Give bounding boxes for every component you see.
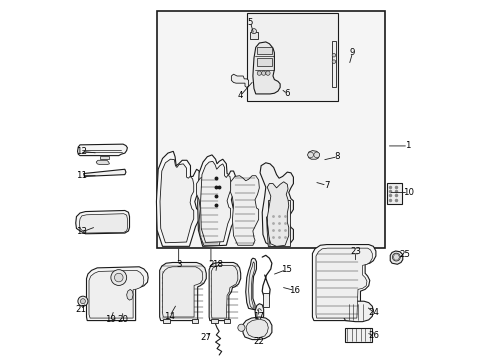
Polygon shape xyxy=(87,267,148,320)
Text: 5: 5 xyxy=(247,18,253,27)
Bar xyxy=(332,41,337,87)
Text: 15: 15 xyxy=(281,265,292,274)
Text: 11: 11 xyxy=(76,171,87,180)
Text: 12: 12 xyxy=(76,147,87,156)
Polygon shape xyxy=(126,289,133,300)
Circle shape xyxy=(238,324,245,331)
Text: 9: 9 xyxy=(350,48,355,57)
Polygon shape xyxy=(197,155,235,246)
Text: 23: 23 xyxy=(350,247,361,256)
Circle shape xyxy=(392,253,400,261)
Polygon shape xyxy=(84,169,126,176)
Bar xyxy=(192,319,198,323)
Text: 8: 8 xyxy=(335,152,340,161)
Text: 2: 2 xyxy=(208,260,214,269)
Bar xyxy=(100,156,109,159)
Polygon shape xyxy=(163,267,203,317)
Text: 20: 20 xyxy=(118,315,128,324)
Circle shape xyxy=(80,299,85,304)
Text: 3: 3 xyxy=(176,260,181,269)
Polygon shape xyxy=(230,176,259,245)
Bar xyxy=(257,47,271,54)
Polygon shape xyxy=(196,176,223,245)
Polygon shape xyxy=(200,161,231,242)
Polygon shape xyxy=(313,244,376,320)
Text: 24: 24 xyxy=(368,308,380,317)
Polygon shape xyxy=(243,317,272,339)
Circle shape xyxy=(251,29,256,34)
Polygon shape xyxy=(267,182,289,246)
Polygon shape xyxy=(160,262,206,320)
Circle shape xyxy=(308,152,314,158)
Polygon shape xyxy=(246,319,269,338)
Bar xyxy=(263,293,270,307)
Polygon shape xyxy=(255,304,264,320)
Circle shape xyxy=(332,53,336,57)
Bar xyxy=(344,328,371,342)
Text: 17: 17 xyxy=(253,312,264,321)
Bar xyxy=(224,319,230,323)
Text: 21: 21 xyxy=(75,305,86,314)
Text: 13: 13 xyxy=(76,228,87,237)
Text: 22: 22 xyxy=(254,337,265,346)
Polygon shape xyxy=(96,160,109,165)
Circle shape xyxy=(111,270,126,285)
Polygon shape xyxy=(231,74,248,87)
Bar xyxy=(247,13,338,101)
Circle shape xyxy=(314,152,319,158)
Polygon shape xyxy=(89,270,144,318)
Polygon shape xyxy=(160,159,194,243)
Circle shape xyxy=(78,296,88,306)
Polygon shape xyxy=(248,262,254,309)
Polygon shape xyxy=(253,42,280,94)
Text: 19: 19 xyxy=(105,315,116,324)
Circle shape xyxy=(262,71,266,75)
Polygon shape xyxy=(79,214,127,233)
Text: 18: 18 xyxy=(212,260,222,269)
Text: 10: 10 xyxy=(403,188,414,197)
Polygon shape xyxy=(390,251,403,264)
Polygon shape xyxy=(209,262,241,320)
Text: 27: 27 xyxy=(201,333,212,342)
Text: 4: 4 xyxy=(238,91,243,100)
Text: 7: 7 xyxy=(324,181,329,190)
Bar xyxy=(387,183,402,204)
Circle shape xyxy=(332,60,336,63)
Text: 16: 16 xyxy=(289,286,300,295)
Circle shape xyxy=(115,273,123,282)
Bar xyxy=(250,32,258,40)
Polygon shape xyxy=(260,163,294,246)
Text: 26: 26 xyxy=(368,332,380,341)
Circle shape xyxy=(257,71,262,75)
Bar xyxy=(211,319,218,323)
Polygon shape xyxy=(343,301,373,321)
Polygon shape xyxy=(211,265,238,318)
Text: 14: 14 xyxy=(164,312,175,321)
Text: 1: 1 xyxy=(405,141,411,150)
Polygon shape xyxy=(156,151,200,246)
Polygon shape xyxy=(77,144,127,156)
Polygon shape xyxy=(267,217,270,246)
Text: 25: 25 xyxy=(399,250,410,259)
Polygon shape xyxy=(316,248,372,318)
Bar xyxy=(257,58,271,66)
Polygon shape xyxy=(308,150,319,159)
Bar xyxy=(269,200,290,246)
Bar xyxy=(163,319,171,323)
Circle shape xyxy=(266,71,270,75)
Polygon shape xyxy=(245,258,256,310)
Bar xyxy=(157,12,385,248)
Polygon shape xyxy=(76,211,129,234)
Text: 6: 6 xyxy=(285,89,290,98)
